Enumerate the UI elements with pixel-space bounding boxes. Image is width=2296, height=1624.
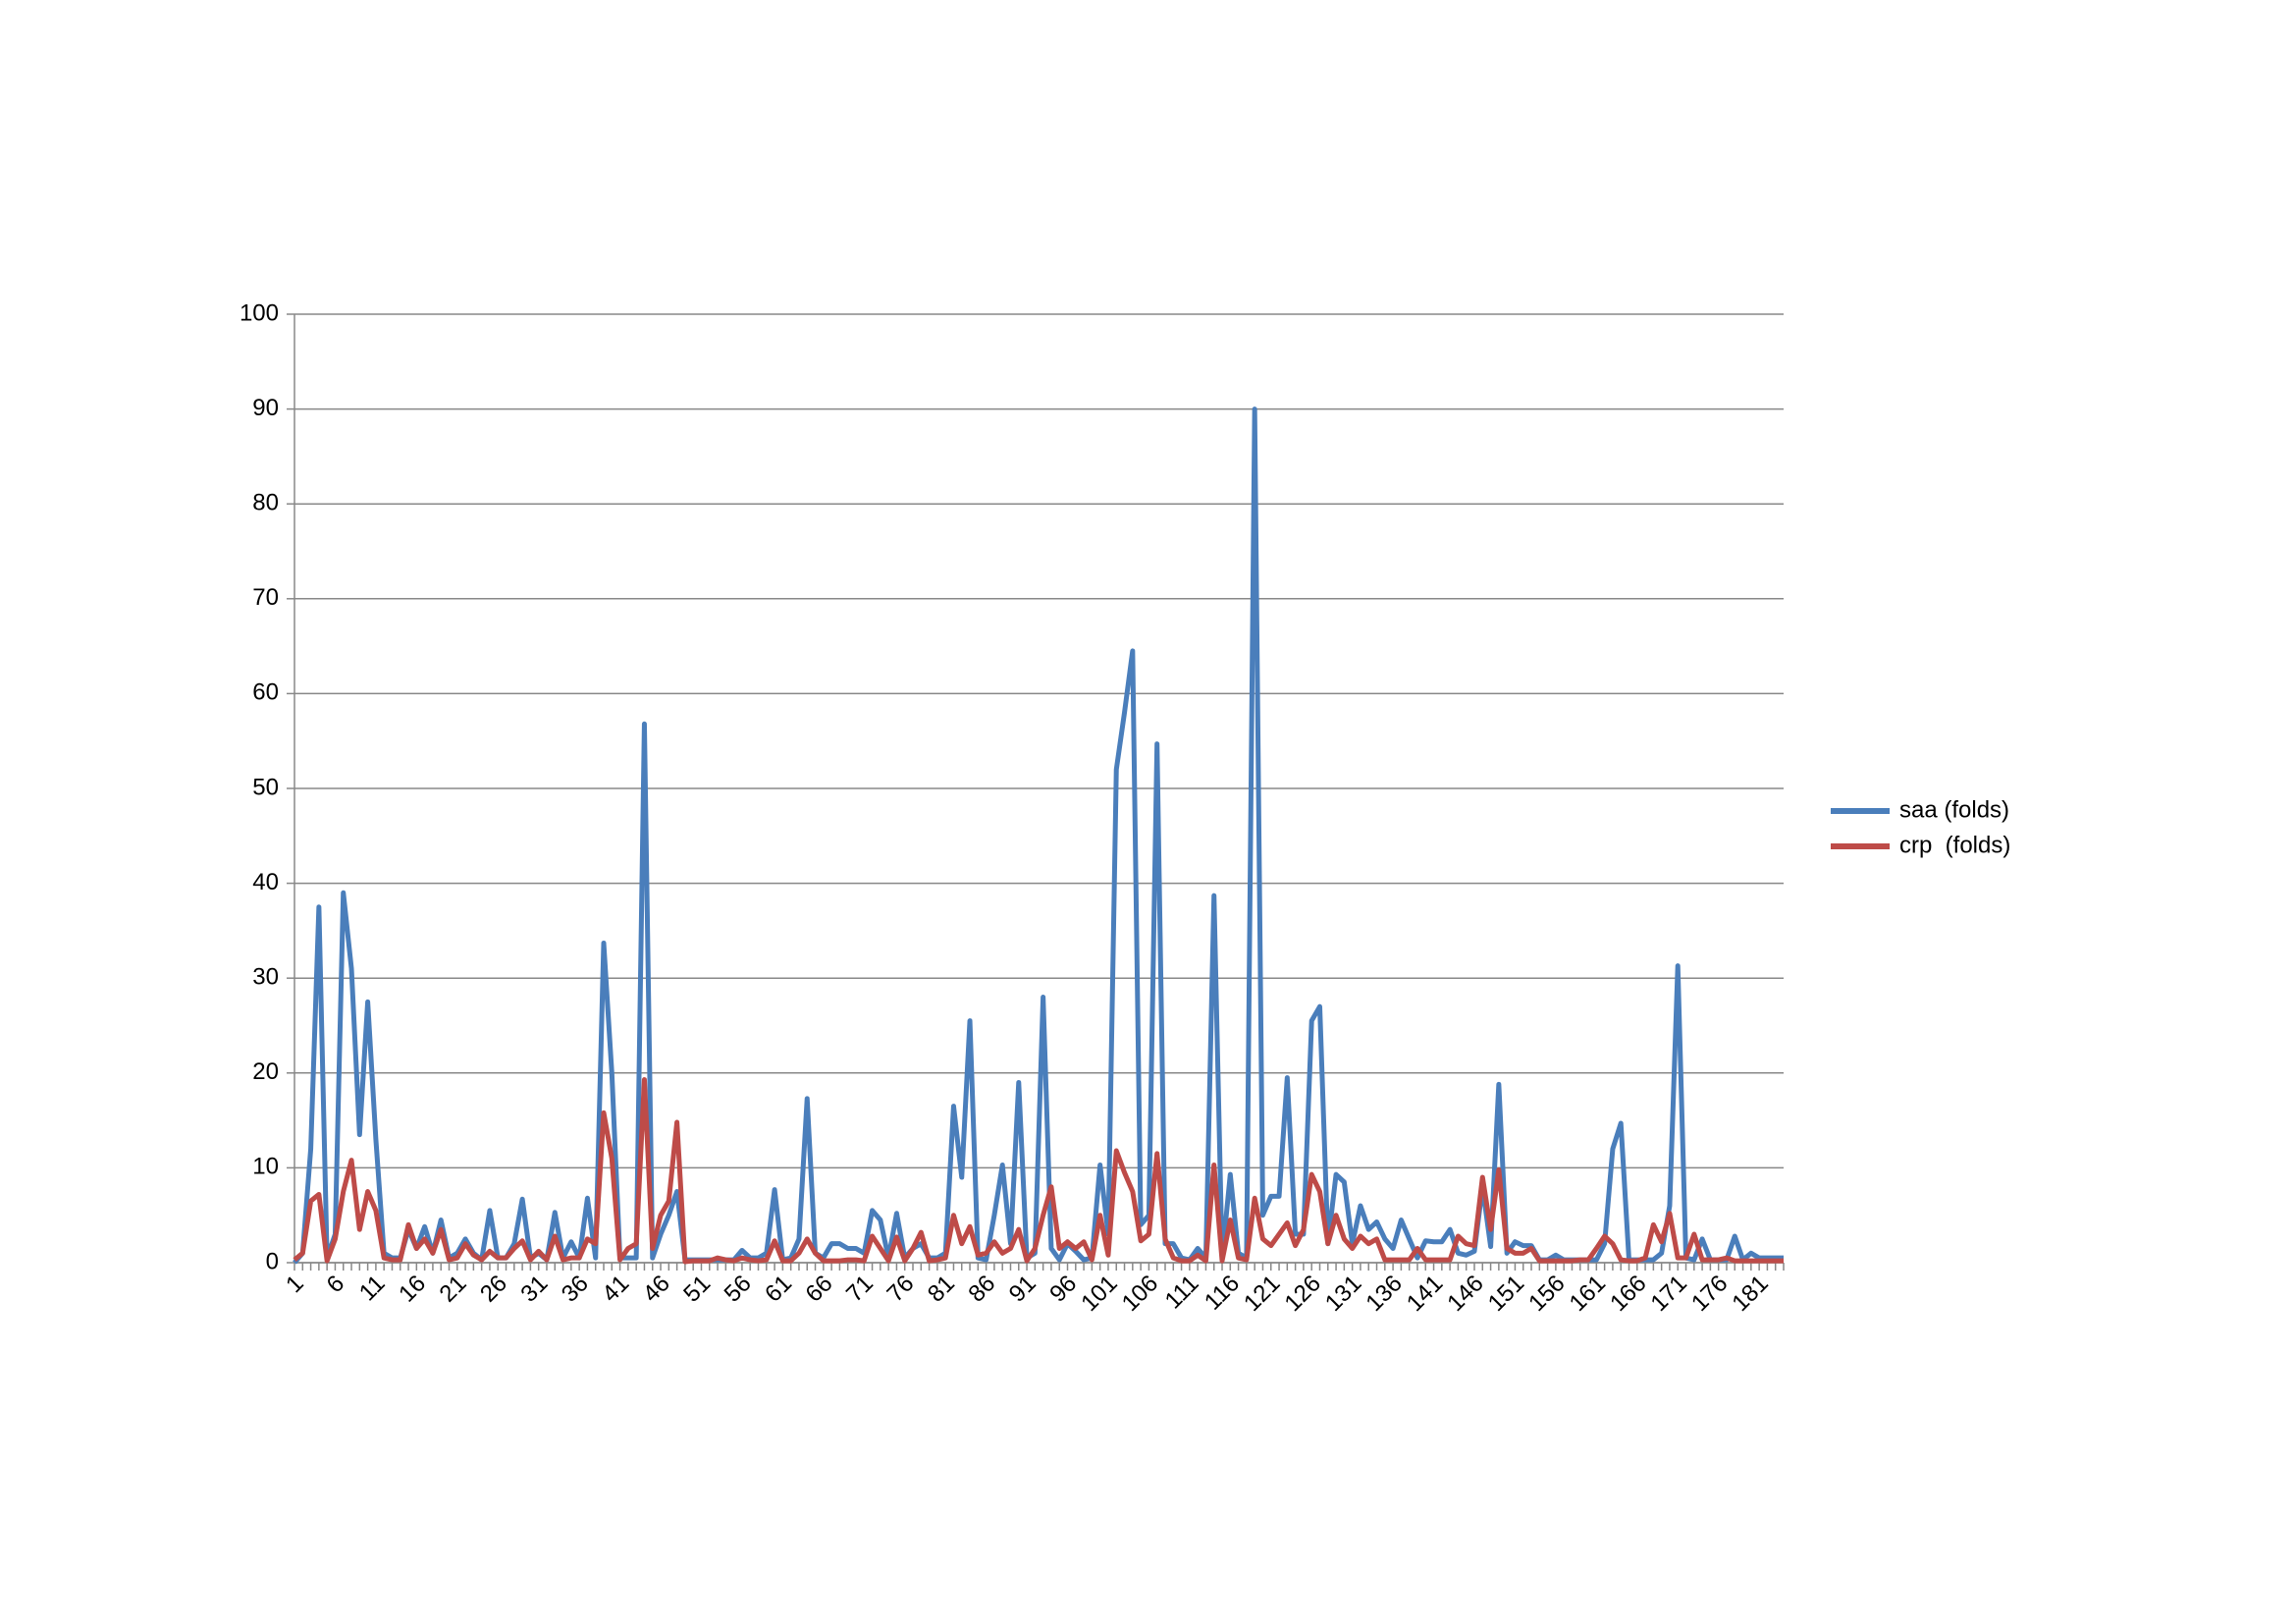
x-tick-label: 131 [1320, 1271, 1366, 1317]
y-tick-label: 30 [252, 964, 279, 991]
x-tick-label: 31 [515, 1271, 553, 1308]
x-tick-label: 156 [1523, 1271, 1570, 1317]
x-tick-label: 36 [557, 1271, 594, 1308]
x-tick-label: 146 [1442, 1271, 1488, 1317]
x-tick-label: 1 [281, 1271, 309, 1299]
x-tick-label: 91 [1004, 1271, 1041, 1308]
series-line [293, 1077, 1784, 1265]
x-tick-label: 81 [923, 1271, 960, 1308]
legend-label: saa (folds) [1899, 796, 2009, 823]
x-tick-label: 66 [801, 1271, 838, 1308]
x-tick-label: 141 [1402, 1271, 1448, 1317]
x-tick-label: 41 [597, 1271, 634, 1308]
x-tick-label: 76 [881, 1271, 919, 1308]
x-tick-label: 56 [720, 1271, 757, 1308]
y-tick-label: 50 [252, 774, 279, 800]
legend-label: crp (folds) [1899, 832, 2010, 858]
x-tick-label: 181 [1727, 1271, 1773, 1317]
x-tick-label: 21 [435, 1271, 472, 1308]
x-tick-label: 126 [1280, 1271, 1326, 1317]
x-tick-label: 151 [1483, 1271, 1529, 1317]
y-tick-label: 40 [252, 869, 279, 895]
x-tick-label: 51 [678, 1271, 716, 1308]
x-tick-label: 26 [475, 1271, 512, 1308]
x-tick-label: 116 [1200, 1271, 1245, 1316]
y-tick-label: 80 [252, 490, 279, 516]
x-tick-label: 136 [1361, 1271, 1407, 1317]
x-tick-label: 171 [1646, 1271, 1692, 1317]
y-tick-label: 60 [252, 679, 279, 706]
x-tick-label: 101 [1076, 1271, 1122, 1317]
x-tick-label: 121 [1239, 1271, 1285, 1317]
y-tick-label: 90 [252, 395, 279, 421]
x-tick-label: 11 [354, 1271, 391, 1307]
x-tick-label: 166 [1605, 1271, 1651, 1317]
x-tick-label: 71 [841, 1271, 879, 1308]
x-tick-label: 111 [1160, 1271, 1204, 1315]
x-tick-label: 86 [963, 1271, 1000, 1308]
x-tick-label: 46 [638, 1271, 675, 1308]
x-tick-label: 96 [1044, 1271, 1082, 1308]
y-tick-label: 0 [266, 1248, 279, 1274]
x-tick-label: 106 [1117, 1271, 1163, 1317]
x-tick-label: 16 [394, 1271, 431, 1308]
y-tick-label: 20 [252, 1058, 279, 1085]
x-tick-label: 61 [760, 1271, 797, 1308]
x-tick-label: 6 [322, 1271, 350, 1299]
series-line [293, 406, 1784, 1265]
x-tick-label: 176 [1686, 1271, 1733, 1317]
y-tick-label: 10 [252, 1154, 279, 1180]
y-tick-label: 100 [240, 299, 279, 326]
y-tick-label: 70 [252, 584, 279, 611]
x-tick-label: 161 [1565, 1271, 1611, 1317]
